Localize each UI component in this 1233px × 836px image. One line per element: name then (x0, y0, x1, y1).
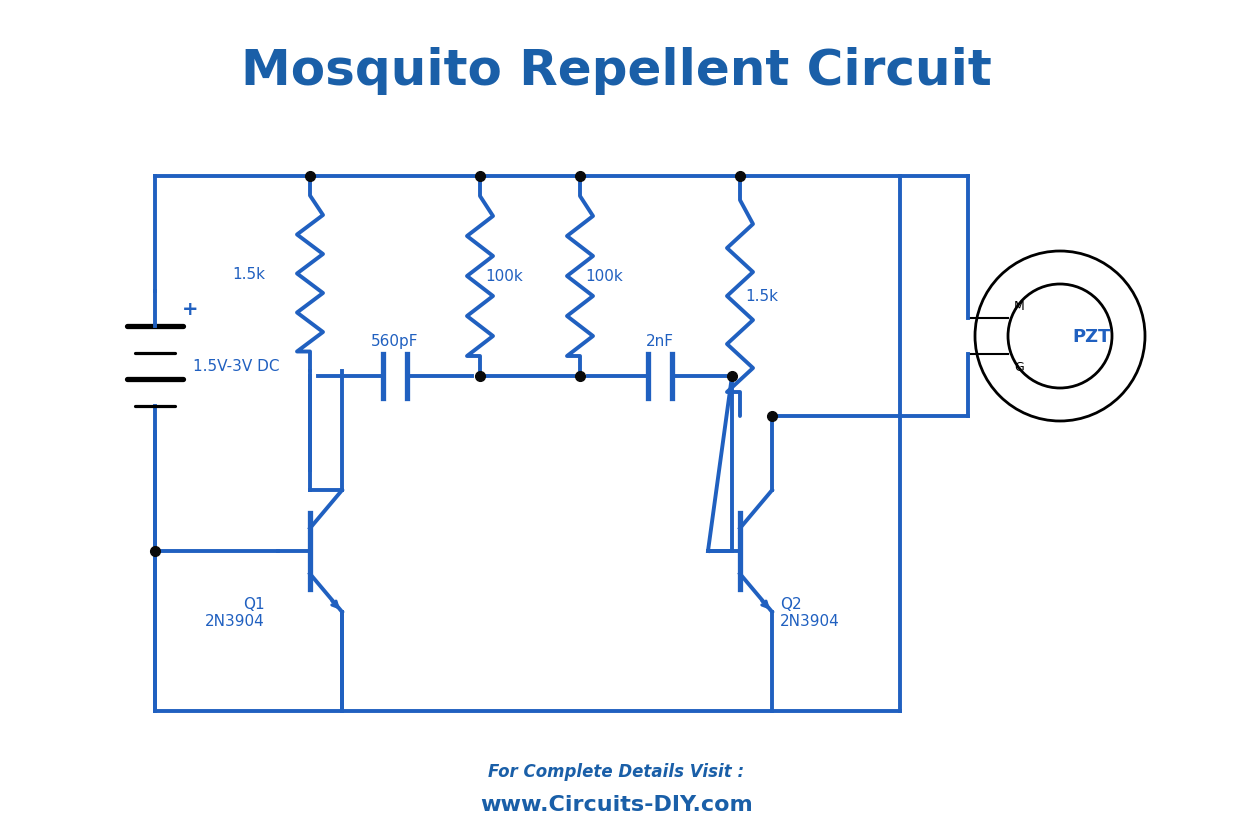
Text: Mosquito Repellent Circuit: Mosquito Repellent Circuit (242, 47, 991, 95)
Text: Q2
2N3904: Q2 2N3904 (780, 596, 840, 629)
Text: M: M (1014, 299, 1025, 313)
Text: 100k: 100k (584, 269, 623, 284)
Text: G: G (1014, 360, 1023, 374)
Text: 1.5k: 1.5k (745, 289, 778, 304)
Text: Q1
2N3904: Q1 2N3904 (205, 596, 265, 629)
Text: 1.5k: 1.5k (232, 267, 265, 282)
Text: 1.5V-3V DC: 1.5V-3V DC (194, 359, 280, 374)
Text: +: + (181, 299, 199, 319)
Text: For Complete Details Visit :: For Complete Details Visit : (488, 762, 745, 780)
Text: PZT: PZT (1071, 328, 1111, 345)
Text: www.Circuits-DIY.com: www.Circuits-DIY.com (480, 794, 753, 814)
Text: 560pF: 560pF (371, 334, 419, 349)
Text: 100k: 100k (485, 269, 523, 284)
Text: 2nF: 2nF (646, 334, 674, 349)
